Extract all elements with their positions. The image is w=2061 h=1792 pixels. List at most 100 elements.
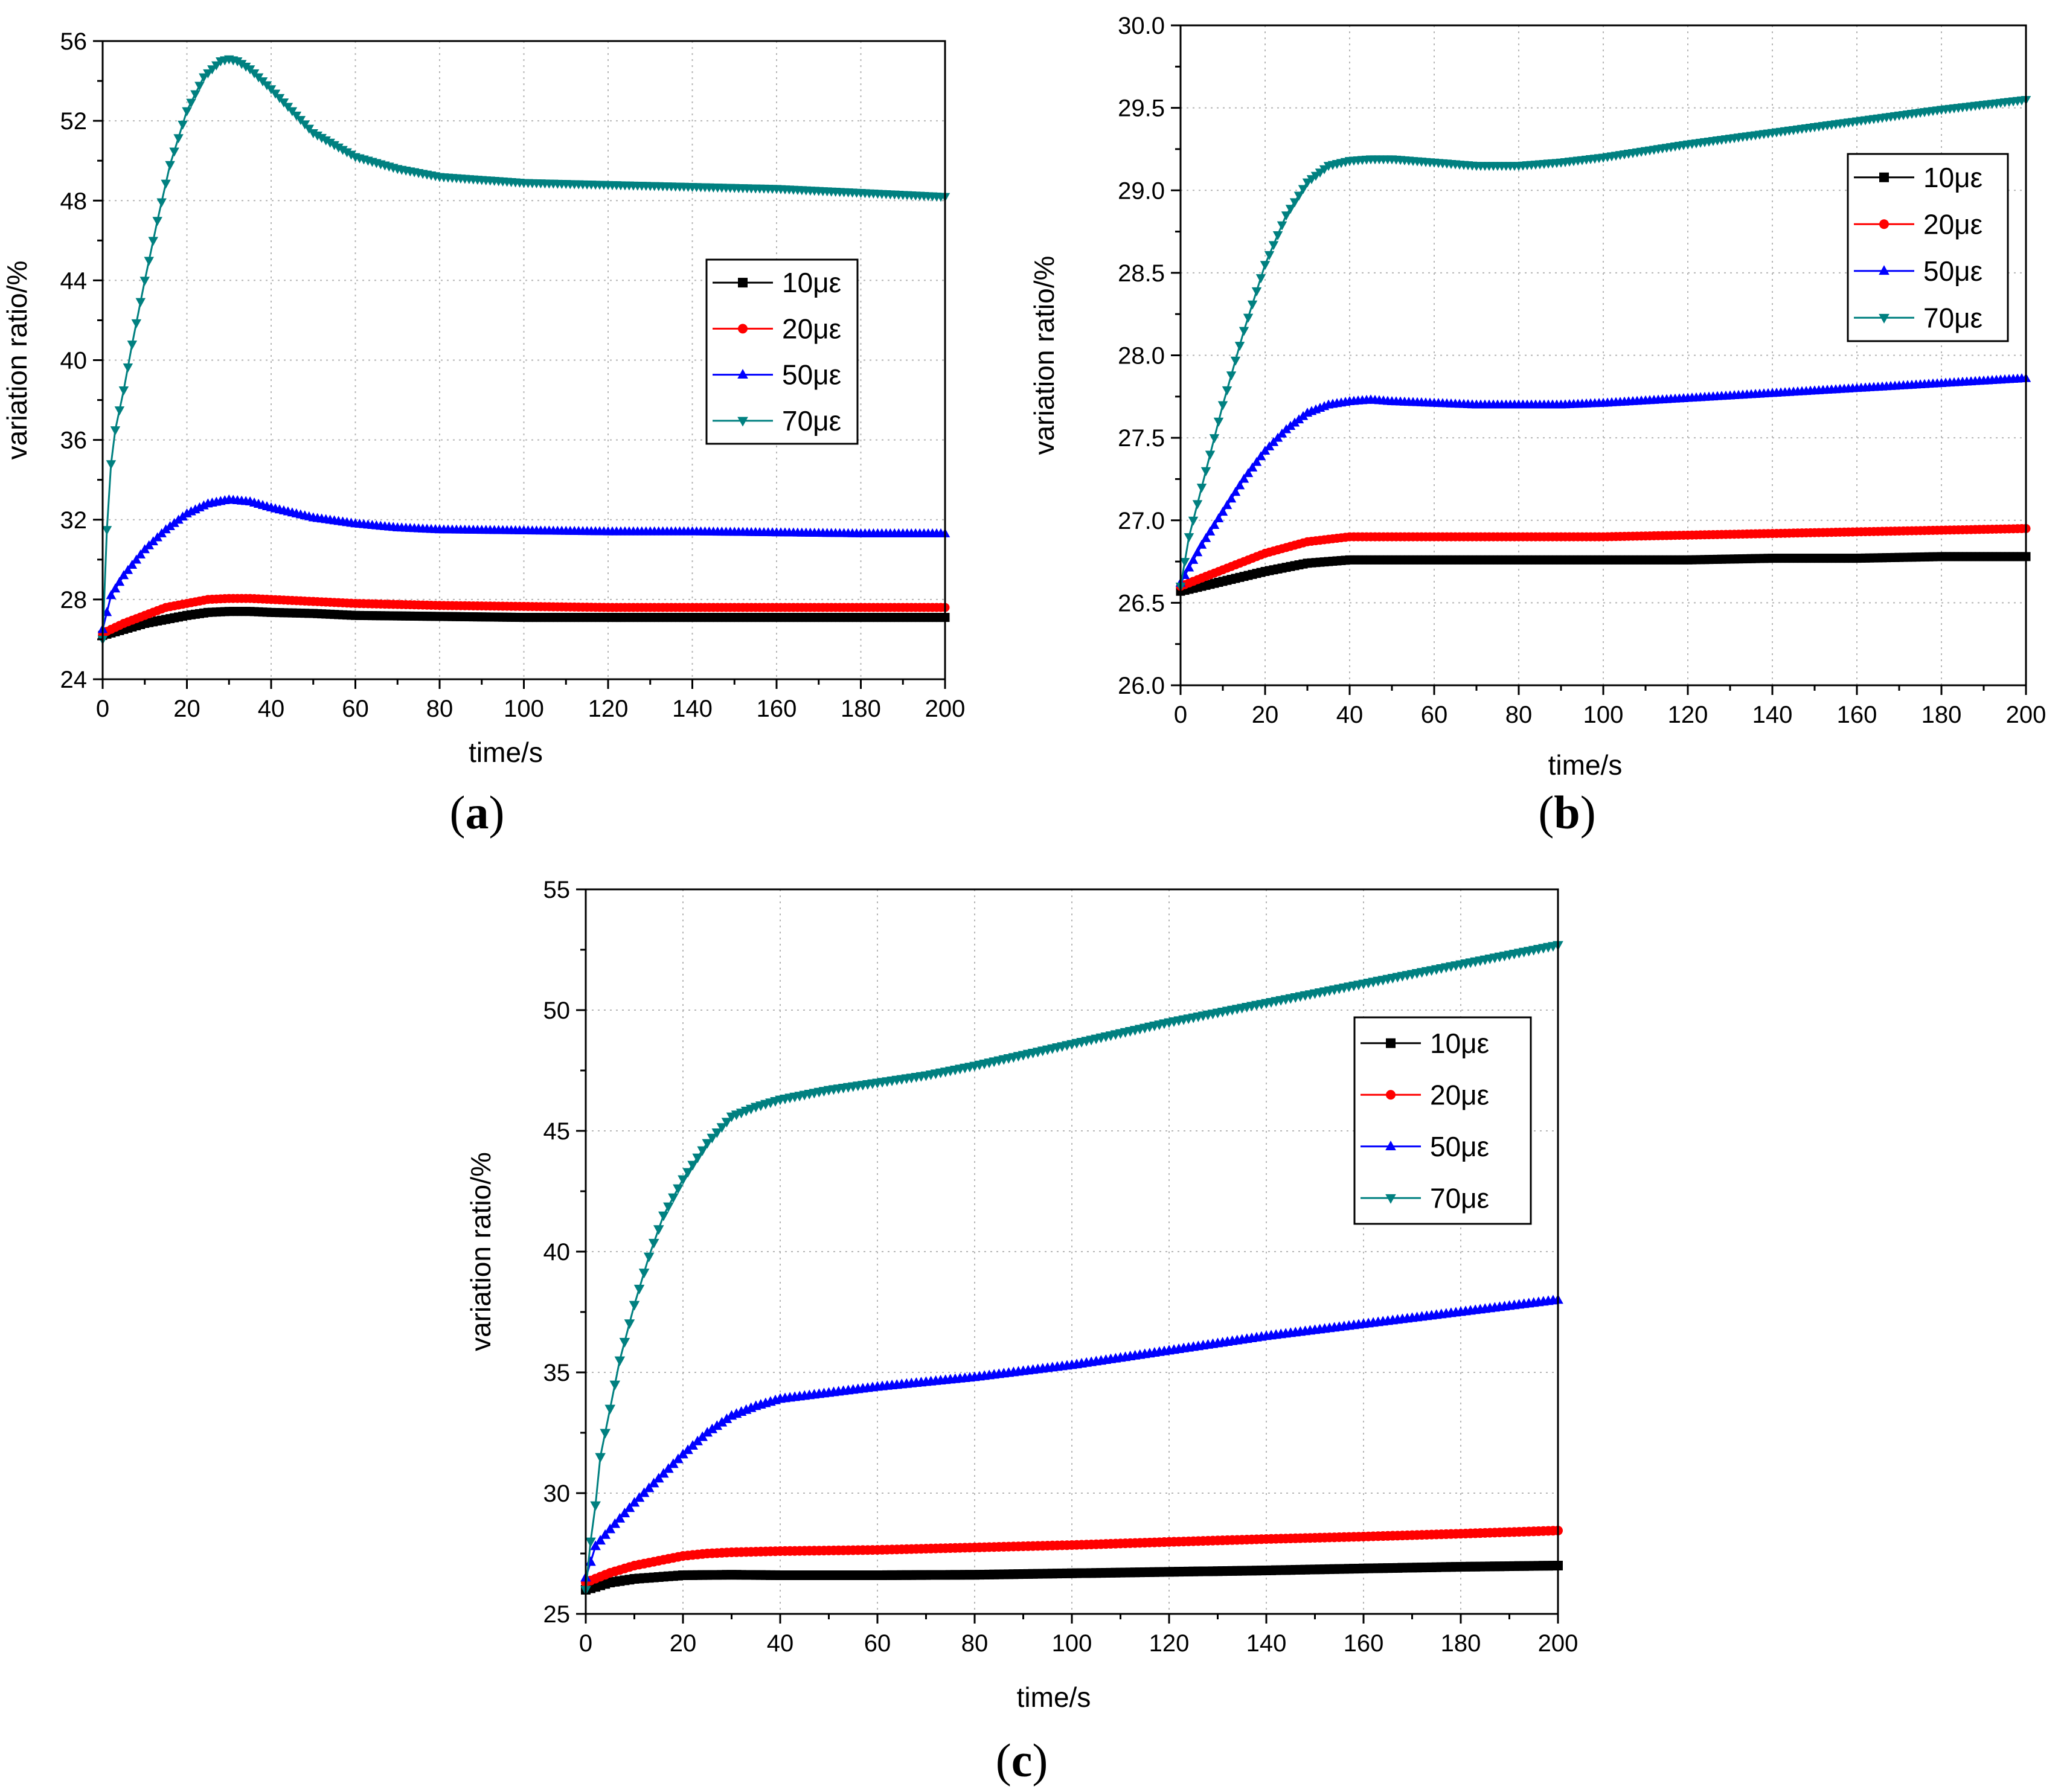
data-point bbox=[329, 141, 339, 150]
data-point bbox=[711, 1420, 723, 1430]
y-tick-label: 55 bbox=[543, 877, 571, 903]
y-tick-label: 36 bbox=[60, 427, 88, 454]
data-point bbox=[682, 1168, 693, 1178]
data-point bbox=[721, 1413, 732, 1423]
data-point bbox=[1293, 191, 1304, 201]
y-tick-label: 28.0 bbox=[1118, 343, 1165, 370]
data-point bbox=[127, 341, 138, 350]
data-point bbox=[1192, 547, 1203, 557]
data-point bbox=[1222, 386, 1232, 395]
y-tick-label: 29.5 bbox=[1118, 95, 1165, 122]
data-point bbox=[148, 237, 158, 246]
legend-frame bbox=[705, 258, 859, 445]
legend-label: 20με bbox=[1430, 1079, 1489, 1110]
data-point bbox=[609, 1518, 621, 1528]
x-tick-label: 0 bbox=[579, 1630, 592, 1657]
data-point bbox=[668, 1193, 679, 1203]
data-point bbox=[114, 406, 125, 416]
legend-marker bbox=[1879, 265, 1890, 275]
data-point bbox=[1213, 417, 1224, 427]
data-point bbox=[1234, 342, 1245, 351]
data-point bbox=[152, 217, 162, 226]
data-point bbox=[1239, 473, 1249, 483]
data-point bbox=[118, 386, 129, 396]
data-point bbox=[312, 131, 322, 141]
data-point bbox=[663, 1202, 674, 1212]
data-point bbox=[600, 1429, 611, 1439]
data-point bbox=[165, 161, 175, 170]
data-point bbox=[123, 565, 133, 574]
data-point bbox=[604, 1404, 616, 1415]
y-tick-label: 25 bbox=[543, 1601, 571, 1628]
x-axis-title: time/s bbox=[1017, 1682, 1091, 1713]
series-20με bbox=[1176, 523, 2031, 591]
x-tick-label: 20 bbox=[1252, 702, 1279, 728]
data-point bbox=[127, 560, 138, 569]
data-point bbox=[240, 62, 251, 72]
y-tick-label: 27.5 bbox=[1118, 425, 1165, 452]
x-tick-label: 120 bbox=[1149, 1630, 1190, 1657]
data-point bbox=[604, 1523, 616, 1534]
data-point bbox=[1226, 493, 1237, 503]
legend-frame bbox=[1847, 153, 2009, 342]
legend-label: 50με bbox=[782, 359, 841, 391]
series-70με bbox=[97, 55, 950, 645]
data-point bbox=[721, 1118, 732, 1128]
x-tick-label: 40 bbox=[258, 696, 285, 722]
data-point bbox=[186, 98, 196, 108]
data-point bbox=[110, 583, 121, 593]
x-tick-label: 140 bbox=[672, 696, 713, 722]
chart-panel-c: 0 20 40 60 80 100 120 140 160 180 200 25 30 35 40 45 50 5… bbox=[465, 877, 1578, 1787]
x-tick-label: 80 bbox=[961, 1630, 989, 1657]
data-point bbox=[139, 277, 150, 286]
data-point bbox=[653, 1225, 664, 1235]
x-tick-label: 180 bbox=[1922, 702, 1962, 728]
data-point bbox=[1226, 371, 1237, 381]
legend-marker bbox=[1385, 1141, 1396, 1151]
data-point bbox=[232, 57, 243, 67]
legend-label: 70με bbox=[1430, 1182, 1489, 1214]
data-point bbox=[624, 1502, 635, 1512]
data-point bbox=[106, 590, 117, 600]
y-tick-label: 32 bbox=[60, 507, 88, 534]
series-50με bbox=[1175, 373, 2031, 587]
data-point bbox=[1230, 487, 1241, 496]
data-point bbox=[1184, 562, 1194, 572]
data-point bbox=[609, 1380, 621, 1390]
data-point bbox=[131, 554, 142, 564]
legend-marker bbox=[738, 324, 748, 334]
data-point bbox=[1222, 500, 1232, 510]
data-point bbox=[595, 1535, 606, 1545]
data-point bbox=[619, 1508, 630, 1517]
data-point bbox=[1188, 554, 1199, 564]
legend-marker bbox=[1386, 1038, 1396, 1048]
y-tick-label: 45 bbox=[543, 1118, 571, 1145]
data-point bbox=[194, 82, 205, 91]
x-tick-label: 160 bbox=[757, 696, 797, 722]
data-point bbox=[614, 1512, 626, 1523]
data-point bbox=[707, 1423, 718, 1433]
data-point bbox=[1247, 300, 1258, 310]
y-tick-label: 50 bbox=[543, 997, 571, 1024]
series-10με bbox=[1176, 552, 2031, 596]
data-point bbox=[1251, 287, 1262, 296]
x-tick-label: 180 bbox=[841, 696, 881, 722]
x-tick-label: 20 bbox=[670, 1630, 697, 1657]
x-tick-label: 200 bbox=[925, 696, 966, 722]
data-point bbox=[161, 179, 171, 189]
legend-label: 70με bbox=[1923, 302, 1982, 333]
y-tick-label: 26.5 bbox=[1118, 590, 1165, 616]
y-tick-label: 27.0 bbox=[1118, 508, 1165, 534]
data-point bbox=[658, 1211, 669, 1221]
x-tick-label: 160 bbox=[1344, 1630, 1384, 1657]
data-point bbox=[716, 1123, 728, 1133]
data-point bbox=[595, 1453, 606, 1463]
x-tick-label: 200 bbox=[1538, 1630, 1579, 1657]
y-tick-label: 44 bbox=[60, 267, 88, 294]
data-point bbox=[308, 129, 318, 138]
panel-label: (c) bbox=[996, 1734, 1048, 1787]
series-10με bbox=[581, 1561, 1563, 1595]
data-point bbox=[1205, 526, 1216, 536]
data-point bbox=[1243, 468, 1254, 478]
